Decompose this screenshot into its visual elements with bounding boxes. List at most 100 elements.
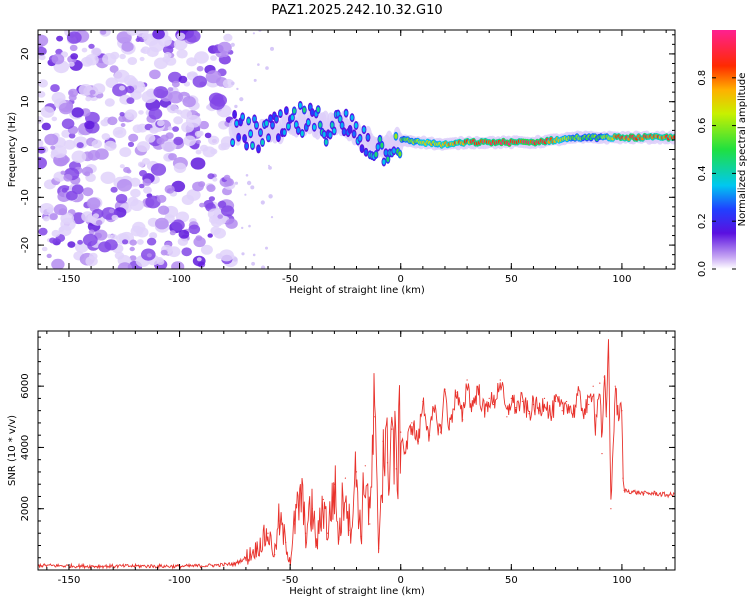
snr-data-point xyxy=(610,508,612,510)
noise-blob xyxy=(225,218,238,229)
ridge-cell xyxy=(324,139,328,145)
snr-data-point xyxy=(289,560,291,562)
ridge-cell xyxy=(380,142,384,148)
noise-blob xyxy=(89,252,98,260)
ridge-cell xyxy=(398,151,402,157)
snr-data-point xyxy=(448,428,450,430)
noise-blob xyxy=(122,239,129,245)
snr-data-point xyxy=(588,403,590,406)
snr-data-point xyxy=(493,403,495,406)
noise-blob xyxy=(253,78,257,82)
noise-blob xyxy=(71,150,87,163)
snr-data-point xyxy=(470,407,473,409)
ridge-cell xyxy=(358,135,362,141)
ridge-cell xyxy=(282,129,286,136)
snr-data-point xyxy=(391,428,393,430)
y-axis-label: Frequency (Hz) xyxy=(7,112,18,188)
noise-blob xyxy=(173,162,187,173)
ridge-cell xyxy=(270,122,275,128)
noise-blob xyxy=(46,253,52,259)
noise-blob xyxy=(109,65,119,73)
snr-data-point xyxy=(364,465,366,467)
noise-blob xyxy=(173,116,184,125)
noise-blob xyxy=(61,187,68,193)
snr-data-point xyxy=(455,391,457,393)
noise-blob xyxy=(206,184,216,193)
colorbar-label: Normalized spectral amplitude xyxy=(737,73,748,227)
noise-blob xyxy=(40,106,55,118)
snr-data-point xyxy=(212,564,214,567)
noise-blob xyxy=(265,66,269,70)
noise-blob xyxy=(172,80,180,88)
y-tick-label: 2000 xyxy=(20,496,31,521)
noise-blob xyxy=(217,200,227,208)
noise-blob xyxy=(119,164,125,169)
noise-blob xyxy=(104,239,118,251)
snr-frame xyxy=(37,330,676,571)
noise-blob xyxy=(181,121,195,133)
snr-data-point xyxy=(599,382,601,384)
colorbar-tick-label: 0.0 xyxy=(697,261,708,277)
noise-blob xyxy=(234,181,238,185)
snr-data-point xyxy=(550,416,552,418)
noise-blob xyxy=(183,135,197,147)
noise-blob xyxy=(223,174,231,181)
noise-blob xyxy=(38,146,46,154)
noise-blob xyxy=(178,75,188,84)
noise-blob xyxy=(71,184,84,195)
noise-blob xyxy=(207,173,215,180)
ridge-cell xyxy=(338,116,342,122)
snr-data-point xyxy=(316,544,318,547)
x-axis-label: Height of straight line (km) xyxy=(289,285,425,296)
noise-blob xyxy=(41,122,51,131)
ridge-cell xyxy=(292,108,296,114)
noise-blob xyxy=(158,205,170,215)
noise-blob xyxy=(215,253,223,260)
ridge-cell xyxy=(316,106,320,113)
ridge-cell xyxy=(308,104,312,110)
y-tick-label: 6000 xyxy=(20,373,31,398)
ridge-cell xyxy=(328,132,332,138)
ridge-cell xyxy=(286,123,290,129)
noise-blob xyxy=(176,49,188,59)
x-tick-label: 100 xyxy=(612,575,631,586)
noise-blob xyxy=(171,180,186,193)
ridge-cell xyxy=(252,116,257,122)
noise-blob xyxy=(127,141,135,147)
snr-data-point xyxy=(532,403,535,406)
noise-blob xyxy=(202,146,216,158)
noise-blob xyxy=(186,57,198,67)
noise-blob xyxy=(88,43,95,49)
snr-data-point xyxy=(333,483,335,485)
snr-data-point xyxy=(594,425,597,427)
snr-data-point xyxy=(300,492,302,494)
noise-blob xyxy=(117,262,133,269)
noise-blob xyxy=(121,41,134,52)
x-tick-label: -100 xyxy=(168,575,191,586)
ridge-cell xyxy=(274,116,278,122)
noise-blob xyxy=(234,104,238,109)
noise-blob xyxy=(113,207,127,218)
snr-data-point xyxy=(267,532,269,534)
noise-blob xyxy=(44,133,59,146)
ridge-cell xyxy=(250,142,255,149)
noise-blob xyxy=(182,96,196,108)
noise-blob xyxy=(148,108,163,120)
noise-blob xyxy=(51,258,65,269)
x-tick-label: -150 xyxy=(58,274,81,285)
noise-blob xyxy=(153,86,169,99)
noise-blob xyxy=(192,181,204,192)
noise-blob xyxy=(199,120,209,130)
snr-data-point xyxy=(510,397,512,399)
y-tick-label: 4000 xyxy=(20,435,31,460)
snr-data-point xyxy=(616,413,619,415)
snr-panel: -150 -100 -50 0 50 100 2000 4000 6000 Height of s… xyxy=(7,330,676,597)
ridge-cell xyxy=(290,114,294,121)
noise-blob xyxy=(60,217,76,231)
noise-blob xyxy=(149,232,158,239)
y-tick-label: 20 xyxy=(20,48,31,61)
snr-data-point xyxy=(444,388,446,390)
noise-blob xyxy=(92,213,100,219)
noise-blob xyxy=(217,214,223,219)
